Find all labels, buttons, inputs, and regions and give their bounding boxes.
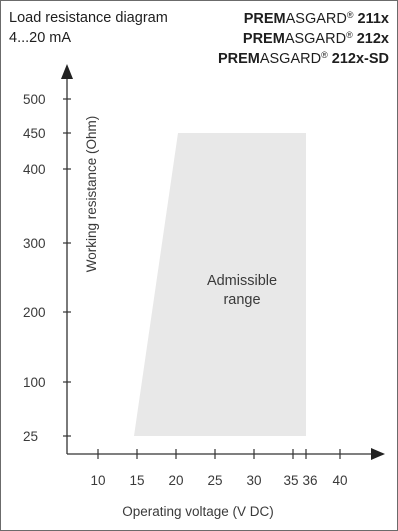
- y-tick-label: 100: [23, 375, 46, 390]
- x-ticks: 10 15 20 25 30 35 36 40: [90, 449, 348, 488]
- x-axis-label: Operating voltage (V DC): [122, 504, 274, 519]
- y-tick-label: 400: [23, 162, 46, 177]
- product-name-1: PREMASGARD® 211x: [243, 10, 389, 27]
- x-axis-arrow-icon: [371, 448, 385, 460]
- y-tick-label: 450: [23, 126, 46, 141]
- x-tick-label: 30: [246, 473, 261, 488]
- x-tick-label: 10: [90, 473, 105, 488]
- x-tick-label: 15: [129, 473, 144, 488]
- x-tick-label: 35: [283, 473, 298, 488]
- y-axis-arrow-icon: [61, 64, 73, 79]
- region-label-line2: range: [223, 292, 260, 308]
- y-axis-label: Working resistance (Ohm): [84, 116, 99, 273]
- region-label-line1: Admissible: [207, 273, 277, 289]
- x-tick-label: 20: [168, 473, 183, 488]
- x-tick-label: 25: [207, 473, 222, 488]
- y-ticks: 25 100 200 300 400 450 500: [23, 92, 71, 444]
- chart-title: Load resistance diagram: [9, 10, 168, 26]
- admissible-range-area: [134, 133, 306, 436]
- y-tick-label: 200: [23, 305, 46, 320]
- chart-subtitle: 4...20 mA: [9, 30, 72, 46]
- x-tick-label: 36: [302, 473, 317, 488]
- product-name-2: PREMASGARD® 212x: [242, 30, 389, 47]
- x-tick-label: 40: [332, 473, 347, 488]
- y-tick-label: 500: [23, 92, 46, 107]
- product-name-3: PREMASGARD® 212x-SD: [217, 50, 389, 67]
- y-tick-label: 300: [23, 236, 46, 251]
- y-tick-label: 25: [23, 429, 38, 444]
